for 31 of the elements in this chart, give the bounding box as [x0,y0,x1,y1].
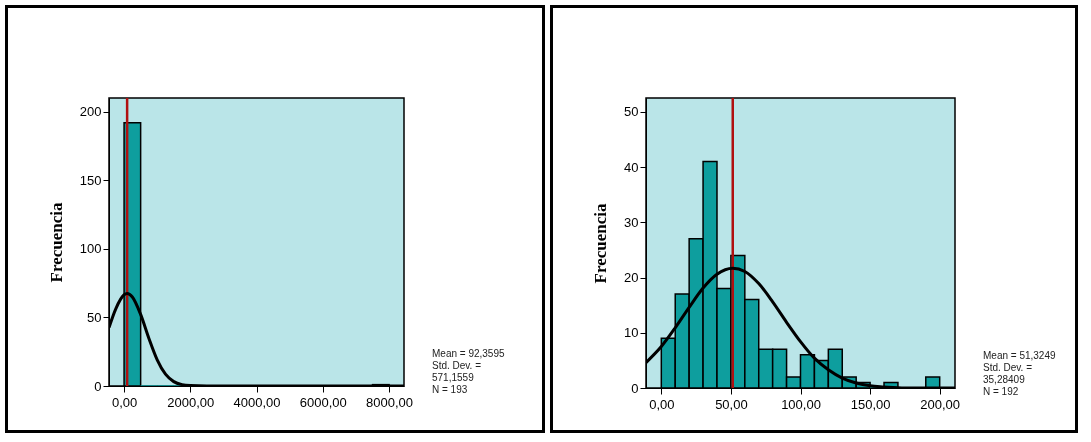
y-tick-label: 0 [94,378,102,394]
y-tick-label: 30 [624,214,639,230]
x-tick-label: 50,00 [715,396,748,412]
y-tick-label: 50 [87,309,102,325]
y-axis-title: Frecuencia [591,203,611,284]
text: Std. Dev. = [983,362,1033,373]
y-tick-label: 150 [79,172,102,188]
x-tick-label: 100,00 [781,396,821,412]
y-tick-label: 0 [631,380,639,396]
text: 35,28409 [983,374,1026,385]
y-tick-label: 100 [79,241,102,257]
x-tick-label: 150,00 [850,396,891,412]
x-tick-label: 2000,00 [167,394,215,410]
text: N = 193 [432,384,468,395]
x-tick-label: 4000,00 [233,394,281,410]
text: Mean = 92,3595 [432,348,505,359]
text: N = 192 [983,386,1019,397]
x-tick-label: 200,00 [920,396,961,412]
text: 571,1559 [432,372,475,383]
y-tick-label: 200 [79,104,102,120]
y-tick-label: 50 [624,104,639,120]
text: Mean = 51,3249 [983,350,1056,361]
y-tick-label: 10 [624,325,639,341]
x-tick-label: 8000,00 [366,394,414,410]
y-tick-label: 40 [624,159,639,175]
x-tick-label: 6000,00 [299,394,347,410]
text: Std. Dev. = [432,360,482,371]
y-axis-title: Frecuencia [46,202,66,283]
x-tick-label: 0,00 [111,394,138,410]
x-tick-label: 0,00 [649,396,675,412]
y-tick-label: 20 [624,270,639,286]
